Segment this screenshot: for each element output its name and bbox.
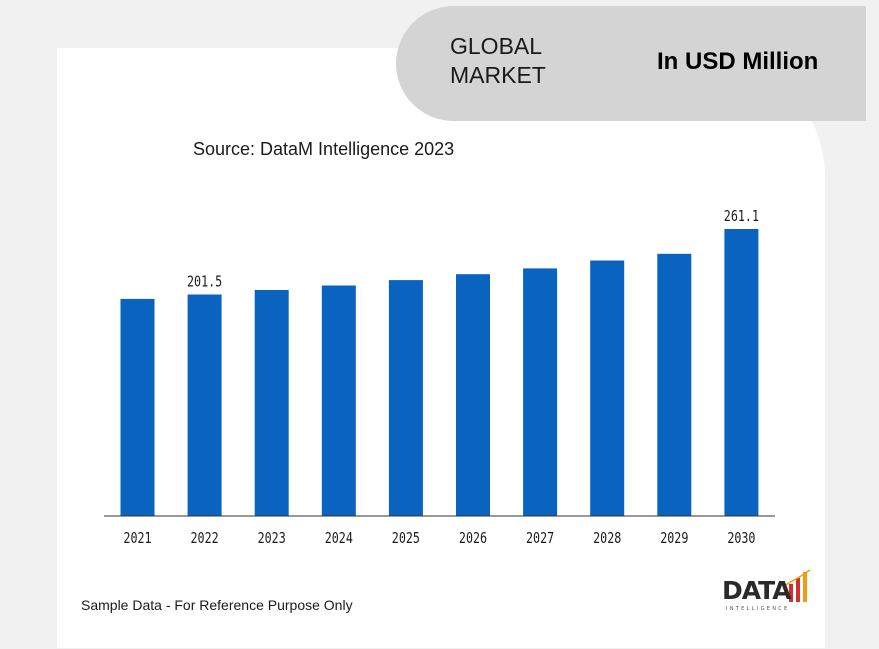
x-tick-label-2022: 2022: [191, 531, 219, 548]
bar-2026: [456, 274, 490, 516]
x-tick-label-2024: 2024: [325, 531, 353, 548]
bar-2025: [388, 280, 423, 516]
x-tick-label-2025: 2025: [392, 531, 420, 548]
source-label: Source: DataM Intelligence 2023: [193, 139, 455, 159]
market-label: GLOBAL MARKET: [450, 33, 546, 88]
bar-2023: [254, 290, 289, 516]
bar-2029: [657, 253, 692, 517]
unit-label: In USD Million: [657, 48, 819, 75]
bar-2028: [590, 260, 625, 516]
logo-text: DATA: [722, 576, 792, 605]
bar-2022: [187, 294, 222, 516]
header-banner: [396, 6, 866, 121]
data-label-2022: 201.5: [187, 274, 222, 291]
bar-2021: [120, 298, 155, 516]
x-tick-label-2023: 2023: [258, 531, 286, 548]
x-tick-label-2021: 2021: [123, 531, 151, 548]
x-tick-label-2027: 2027: [526, 531, 554, 548]
x-tick-label-2030: 2030: [727, 531, 755, 548]
x-tick-label-2029: 2029: [660, 531, 688, 548]
x-tick-label-2026: 2026: [459, 531, 487, 548]
footer-note: Sample Data - For Reference Purpose Only: [81, 597, 353, 613]
x-tick-label-2028: 2028: [593, 531, 621, 548]
bar-2024: [321, 285, 356, 516]
bar-2027: [523, 268, 558, 516]
data-label-2030: 261.1: [724, 209, 759, 226]
bar-2030: [724, 229, 759, 516]
chart-card: [57, 48, 825, 648]
logo-subtext: INTELLIGENCE: [726, 606, 790, 612]
datam-logo: DATA INTELLIGENCE: [722, 568, 814, 614]
